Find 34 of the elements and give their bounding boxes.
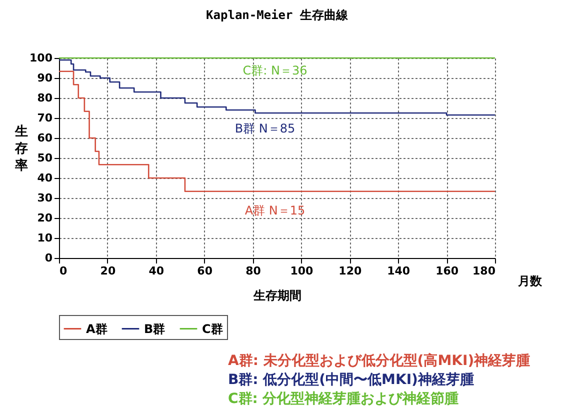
x-tick-label: 60	[197, 264, 213, 278]
legend-label: A群	[86, 322, 108, 336]
y-tick-label: 30	[37, 192, 53, 204]
legend-label: C群	[202, 322, 223, 336]
x-tick-label: 100	[290, 264, 314, 278]
y-tick-label: 10	[37, 232, 53, 244]
y-tick-label: 70	[37, 112, 53, 124]
x-tick-label: 160	[436, 264, 459, 278]
y-axis-title: 生存率	[14, 124, 28, 174]
y-tick-label: 20	[37, 212, 53, 224]
y-tick-label: 60	[37, 132, 53, 144]
x-tick-label: 0	[60, 264, 68, 278]
x-tick-label: 140	[387, 264, 410, 278]
x-tick-label: 80	[246, 264, 262, 278]
y-tick-label: 0	[44, 252, 53, 264]
annotation: B群 N＝85	[234, 120, 296, 138]
y-tick-label: 50	[37, 152, 53, 164]
y-tick-label: 80	[37, 92, 53, 104]
chart-title: Kaplan-Meier 生存曲線	[206, 8, 349, 22]
annotation: C群: N＝36	[242, 62, 308, 80]
x-tick-label: 120	[338, 264, 362, 278]
y-tick-label: 100	[30, 52, 53, 64]
x-tick-label: 20	[100, 264, 116, 278]
x-tick-label: 40	[148, 264, 164, 278]
y-tick-label: 40	[37, 172, 53, 184]
x-tick-label: 180	[472, 264, 496, 278]
text: 月数	[518, 273, 542, 290]
text: C群: 分化型神経芽腫および神経節腫	[228, 390, 460, 409]
x-axis-title: 生存期間	[252, 288, 302, 302]
annotation: A群 N＝15	[244, 202, 306, 220]
text: A群: 未分化型および低分化型(高MKI)神経芽腫	[228, 352, 530, 371]
y-tick-label: 90	[37, 72, 53, 84]
text: B群: 低分化型(中間〜低MKI)神経芽腫	[228, 371, 475, 390]
legend-label: B群	[144, 322, 166, 336]
